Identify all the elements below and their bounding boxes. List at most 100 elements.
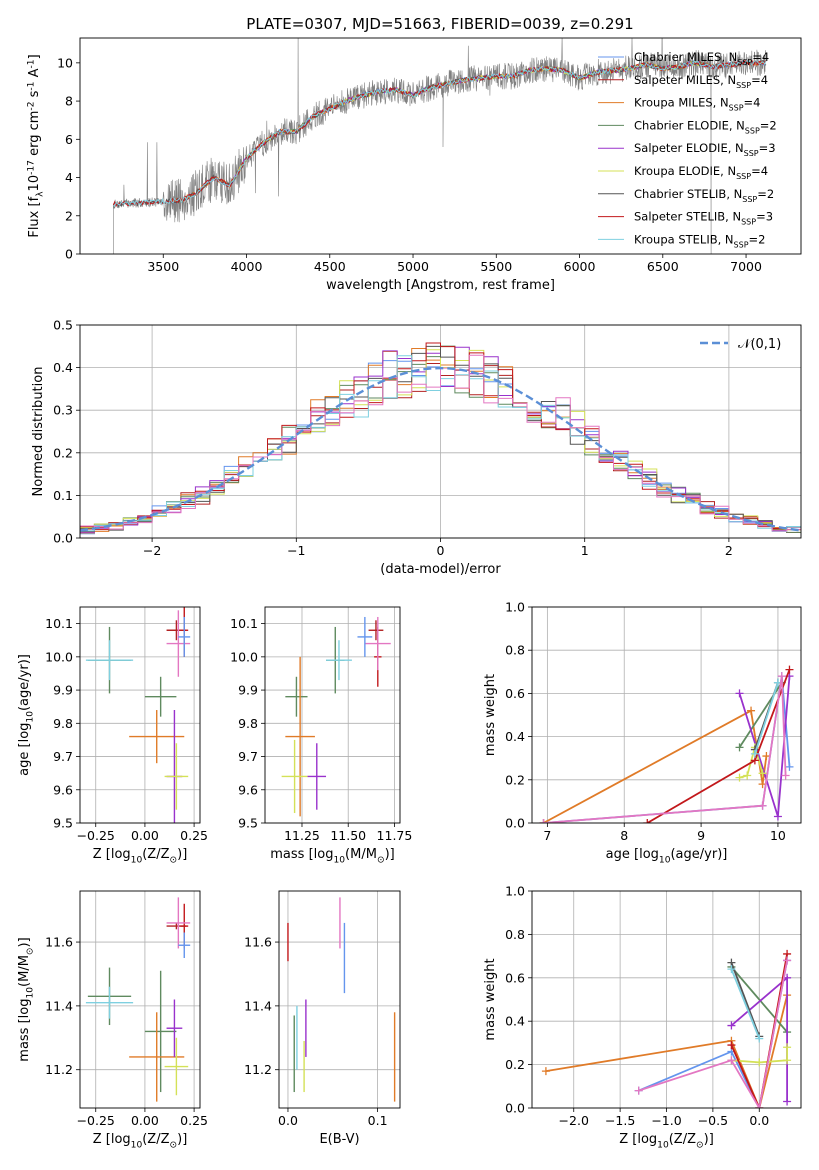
x-tick-label: 7000: [730, 259, 762, 274]
x-axis-label: Z [log10(Z/Z⊙)]: [93, 1132, 188, 1151]
weight-line: [638, 960, 788, 1108]
plot-area: [539, 665, 794, 823]
legend-label: Chabrier MILES, NSSP=4: [634, 50, 769, 67]
axes-age-vs-mass: 11.25 11.50 11.75 9.5 9.6 9.7 9.8 9.9 10.0 10.1 ma…: [230, 606, 413, 866]
y-tick-label: 0.2: [505, 772, 525, 787]
weight-marker: [735, 743, 744, 752]
weight-line: [730, 968, 761, 1039]
axes-spectrum: 3500 4000 4500 5000 5500 6000 6500 7000 0 2 4 6 8 10 w…: [26, 37, 802, 293]
weight-marker: [755, 1034, 764, 1043]
axes-frame: [531, 606, 802, 824]
axes-frame: [79, 890, 201, 1109]
y-tick-label: 0.2: [505, 1057, 525, 1072]
y-tick-label: 11.4: [244, 998, 272, 1013]
x-tick-label: 4500: [314, 259, 346, 274]
y-tick-label: 4: [65, 170, 73, 185]
y-tick-label: 10.1: [45, 616, 73, 631]
error-bar: [166, 897, 191, 949]
weight-line: [543, 709, 768, 823]
x-axis-label: E(B-V): [319, 1132, 359, 1147]
axis-decor: 11.25 11.50 11.75 9.5 9.6 9.7 9.8 9.9 10.0 10.1 ma…: [230, 606, 413, 866]
y-tick-label: 0.2: [53, 445, 73, 460]
x-tick-label: 0.0: [278, 1113, 298, 1128]
weight-marker: [781, 771, 790, 780]
y-tick-label: 8: [65, 94, 73, 109]
weight-marker: [750, 749, 759, 758]
y-tick-label: 0.4: [505, 729, 525, 744]
legend-label: Kroupa MILES, NSSP=4: [634, 96, 760, 113]
y-tick-label: 9.6: [53, 782, 73, 797]
x-tick-label: 10: [770, 828, 786, 843]
y-tick-label: 6: [65, 132, 73, 147]
x-axis-label: (data-model)/error: [380, 562, 501, 577]
y-tick-label: 9.6: [238, 782, 258, 797]
figure-title: PLATE=0307, MJD=51663, FIBERID=0039, z=0…: [246, 15, 633, 33]
y-tick-label: 9.8: [53, 716, 73, 731]
axes-residuals: −2 −1 0 1 2 0.0 0.1 0.2 0.3 0.4 0.5 (data-model)/er…: [31, 318, 802, 577]
x-tick-label: −2.0: [559, 1113, 589, 1128]
legend: 𝒩(0,1): [700, 337, 781, 352]
legend-label: Kroupa ELODIE, NSSP=4: [634, 164, 768, 181]
legend-label: Salpeter ELODIE, NSSP=3: [634, 141, 776, 158]
x-tick-label: 2: [725, 543, 733, 558]
x-tick-label: 0.0: [749, 1113, 769, 1128]
weight-marker: [755, 1104, 764, 1108]
y-axis-label: Normed distribution: [31, 367, 46, 497]
x-tick-label: 0.25: [180, 828, 208, 843]
y-tick-label: 10.0: [45, 649, 73, 664]
x-tick-label: −1: [287, 543, 305, 558]
y-tick-label: 0.8: [505, 643, 525, 658]
x-tick-label: 0: [437, 543, 445, 558]
weight-marker: [773, 812, 782, 821]
weight-marker: [758, 801, 767, 810]
weight-marker: [777, 672, 786, 681]
y-tick-label: 9.7: [53, 749, 73, 764]
weight-marker: [634, 1086, 643, 1095]
x-tick-label: −2: [143, 543, 161, 558]
y-tick-label: 10: [57, 55, 73, 70]
y-tick-label: 9.5: [53, 816, 73, 831]
y-tick-label: 0.0: [505, 1101, 525, 1116]
axes-frame: [79, 37, 802, 255]
error-bar: [326, 640, 352, 681]
y-tick-label: 9.8: [238, 716, 258, 731]
x-tick-label: −0.25: [77, 1113, 115, 1128]
error-bar: [178, 616, 191, 657]
error-bar: [144, 676, 177, 717]
x-tick-label: 9: [697, 828, 705, 843]
legend: Chabrier MILES, NSSP=4 Salpeter MILES, NS…: [598, 50, 777, 249]
histogram-step: [80, 349, 801, 531]
x-tick-label: −1.5: [605, 1113, 635, 1128]
legend-label: 𝒩(0,1): [738, 337, 781, 352]
error-bar: [285, 676, 308, 717]
weight-marker: [783, 1056, 792, 1065]
x-tick-label: 11.75: [377, 828, 413, 843]
y-axis-label: mass [log10(M/M⊙)]: [17, 937, 36, 1061]
y-axis-label: mass weight: [483, 674, 498, 756]
weight-marker: [727, 1021, 736, 1030]
x-axis-label: Z [log10(Z/Z⊙)]: [619, 1132, 714, 1151]
x-tick-label: 6000: [564, 259, 596, 274]
weight-marker: [539, 819, 548, 823]
y-tick-label: 11.6: [45, 935, 73, 950]
axes-frame: [79, 606, 201, 824]
error-bar: [164, 1037, 189, 1096]
axis-decor: −2.0 −1.5 −1.0 −0.5 0.0 0.0 0.2 0.4 0.6 0.8 1.0 Z […: [483, 884, 802, 1151]
legend-label: Chabrier ELODIE, NSSP=2: [634, 118, 777, 135]
plot-area: [85, 607, 191, 823]
error-bar: [285, 656, 315, 817]
y-tick-label: 9.5: [238, 816, 258, 831]
y-tick-label: 11.4: [45, 998, 73, 1013]
error-bar: [166, 999, 183, 1057]
y-tick-label: 0.0: [53, 531, 73, 546]
weight-marker: [727, 1056, 736, 1065]
weight-marker: [743, 771, 752, 780]
y-tick-label: 0.4: [505, 1014, 525, 1029]
y-tick-label: 10.1: [230, 616, 258, 631]
weight-marker: [747, 706, 756, 715]
error-bar: [166, 610, 191, 677]
weight-series: [539, 706, 771, 823]
weight-marker: [727, 965, 736, 974]
weight-series: [727, 1043, 792, 1067]
x-tick-label: 11.25: [284, 828, 320, 843]
